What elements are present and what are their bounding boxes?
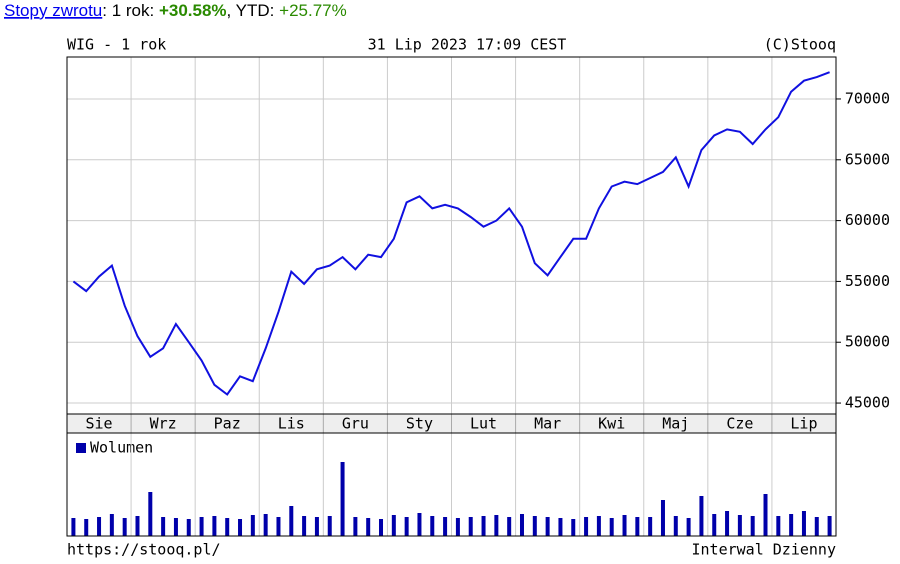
- volume-bar: [302, 516, 307, 536]
- volume-bar: [814, 517, 819, 536]
- volume-bar: [776, 516, 781, 536]
- price-line: [72, 71, 830, 396]
- volume-bar: [404, 517, 409, 536]
- volume-bar: [161, 517, 166, 536]
- volume-bar: [366, 518, 371, 536]
- volume-bar: [71, 518, 76, 536]
- volume-bar: [609, 518, 614, 536]
- volume-bar: [212, 516, 217, 536]
- volume-bar: [635, 517, 640, 536]
- x-tick-label: Mar: [534, 415, 561, 433]
- x-tick-label: Maj: [662, 415, 689, 433]
- volume-bar: [660, 500, 665, 536]
- period-return: +30.58%: [159, 1, 227, 20]
- returns-link[interactable]: Stopy zwrotu: [4, 1, 102, 20]
- x-tick-label: Kwi: [598, 415, 625, 433]
- x-tick-label: Lut: [470, 415, 497, 433]
- ytd-label: , YTD:: [227, 1, 280, 20]
- volume-bar: [327, 516, 332, 536]
- volume-bar: [584, 517, 589, 536]
- volume-bar: [391, 515, 396, 536]
- volume-bar: [468, 517, 473, 536]
- y-tick-label: 65000: [845, 150, 890, 168]
- volume-bar: [135, 516, 140, 536]
- chart-date: 31 Lip 2023 17:09 CEST: [368, 36, 567, 54]
- volume-bar: [507, 517, 512, 536]
- chart-title: WIG - 1 rok: [67, 36, 166, 54]
- x-tick-label: Gru: [342, 415, 369, 433]
- volume-bar: [455, 518, 460, 536]
- volume-bar: [622, 515, 627, 536]
- ytd-return: +25.77%: [279, 1, 347, 20]
- y-tick-label: 50000: [845, 333, 890, 351]
- volume-bar: [699, 496, 704, 536]
- volume-bar: [481, 516, 486, 536]
- volume-bar: [353, 517, 358, 536]
- volume-bar: [532, 516, 537, 536]
- volume-bar: [263, 514, 268, 536]
- volume-bar: [289, 506, 294, 536]
- volume-bar: [686, 518, 691, 536]
- volume-bar: [801, 511, 806, 536]
- period-label: : 1 rok:: [102, 1, 159, 20]
- footer-url: https://stooq.pl/: [67, 541, 221, 559]
- x-tick-label: Paz: [214, 415, 241, 433]
- volume-bar: [314, 517, 319, 536]
- volume-bar: [186, 519, 191, 536]
- volume-bar: [340, 462, 345, 536]
- volume-bar: [725, 511, 730, 536]
- price-frame: [66, 56, 837, 415]
- volume-bar: [199, 517, 204, 536]
- y-tick-label: 45000: [845, 394, 890, 412]
- volume-bar: [122, 518, 127, 536]
- volume-bar: [417, 513, 422, 536]
- volume-bar: [827, 516, 832, 536]
- returns-header: Stopy zwrotu: 1 rok: +30.58%, YTD: +25.7…: [4, 1, 347, 20]
- volume-bar: [571, 519, 576, 536]
- volume-bar: [276, 517, 281, 536]
- volume-bar: [545, 517, 550, 536]
- volume-bar: [225, 518, 230, 536]
- volume-bar: [519, 514, 524, 536]
- volume-bar: [173, 518, 178, 536]
- legend-label: Wolumen: [90, 439, 153, 457]
- legend-swatch: [76, 443, 86, 453]
- volume-bar: [443, 517, 448, 536]
- volume-bar: [558, 518, 563, 536]
- footer-interval: Interwal Dzienny: [692, 541, 837, 559]
- volume-bar: [379, 519, 384, 536]
- volume-bar: [789, 514, 794, 536]
- volume-bar: [430, 516, 435, 536]
- x-tick-label: Sty: [406, 415, 433, 433]
- y-tick-label: 60000: [845, 211, 890, 229]
- volume-bar: [84, 519, 89, 536]
- volume-bar: [596, 516, 601, 536]
- volume-bar: [750, 516, 755, 536]
- volume-bar: [648, 517, 653, 536]
- volume-bar: [737, 515, 742, 536]
- volume-bar: [494, 515, 499, 536]
- x-tick-label: Lis: [278, 415, 305, 433]
- volume-bar: [109, 514, 114, 536]
- volume-bar: [148, 492, 153, 536]
- volume-bar: [238, 519, 243, 536]
- volume-frame: [66, 432, 837, 537]
- x-tick-label: Cze: [726, 415, 753, 433]
- y-tick-label: 70000: [845, 89, 890, 107]
- x-tick-label: Sie: [85, 415, 112, 433]
- x-tick-label: Lip: [790, 415, 817, 433]
- x-tick-label: Wrz: [150, 415, 177, 433]
- volume-bar: [763, 494, 768, 536]
- volume-bar: [250, 515, 255, 536]
- volume-bar: [673, 516, 678, 536]
- chart-source: (C)Stooq: [764, 36, 836, 54]
- volume-bar: [712, 514, 717, 536]
- y-tick-label: 55000: [845, 272, 890, 290]
- volume-bar: [97, 517, 102, 536]
